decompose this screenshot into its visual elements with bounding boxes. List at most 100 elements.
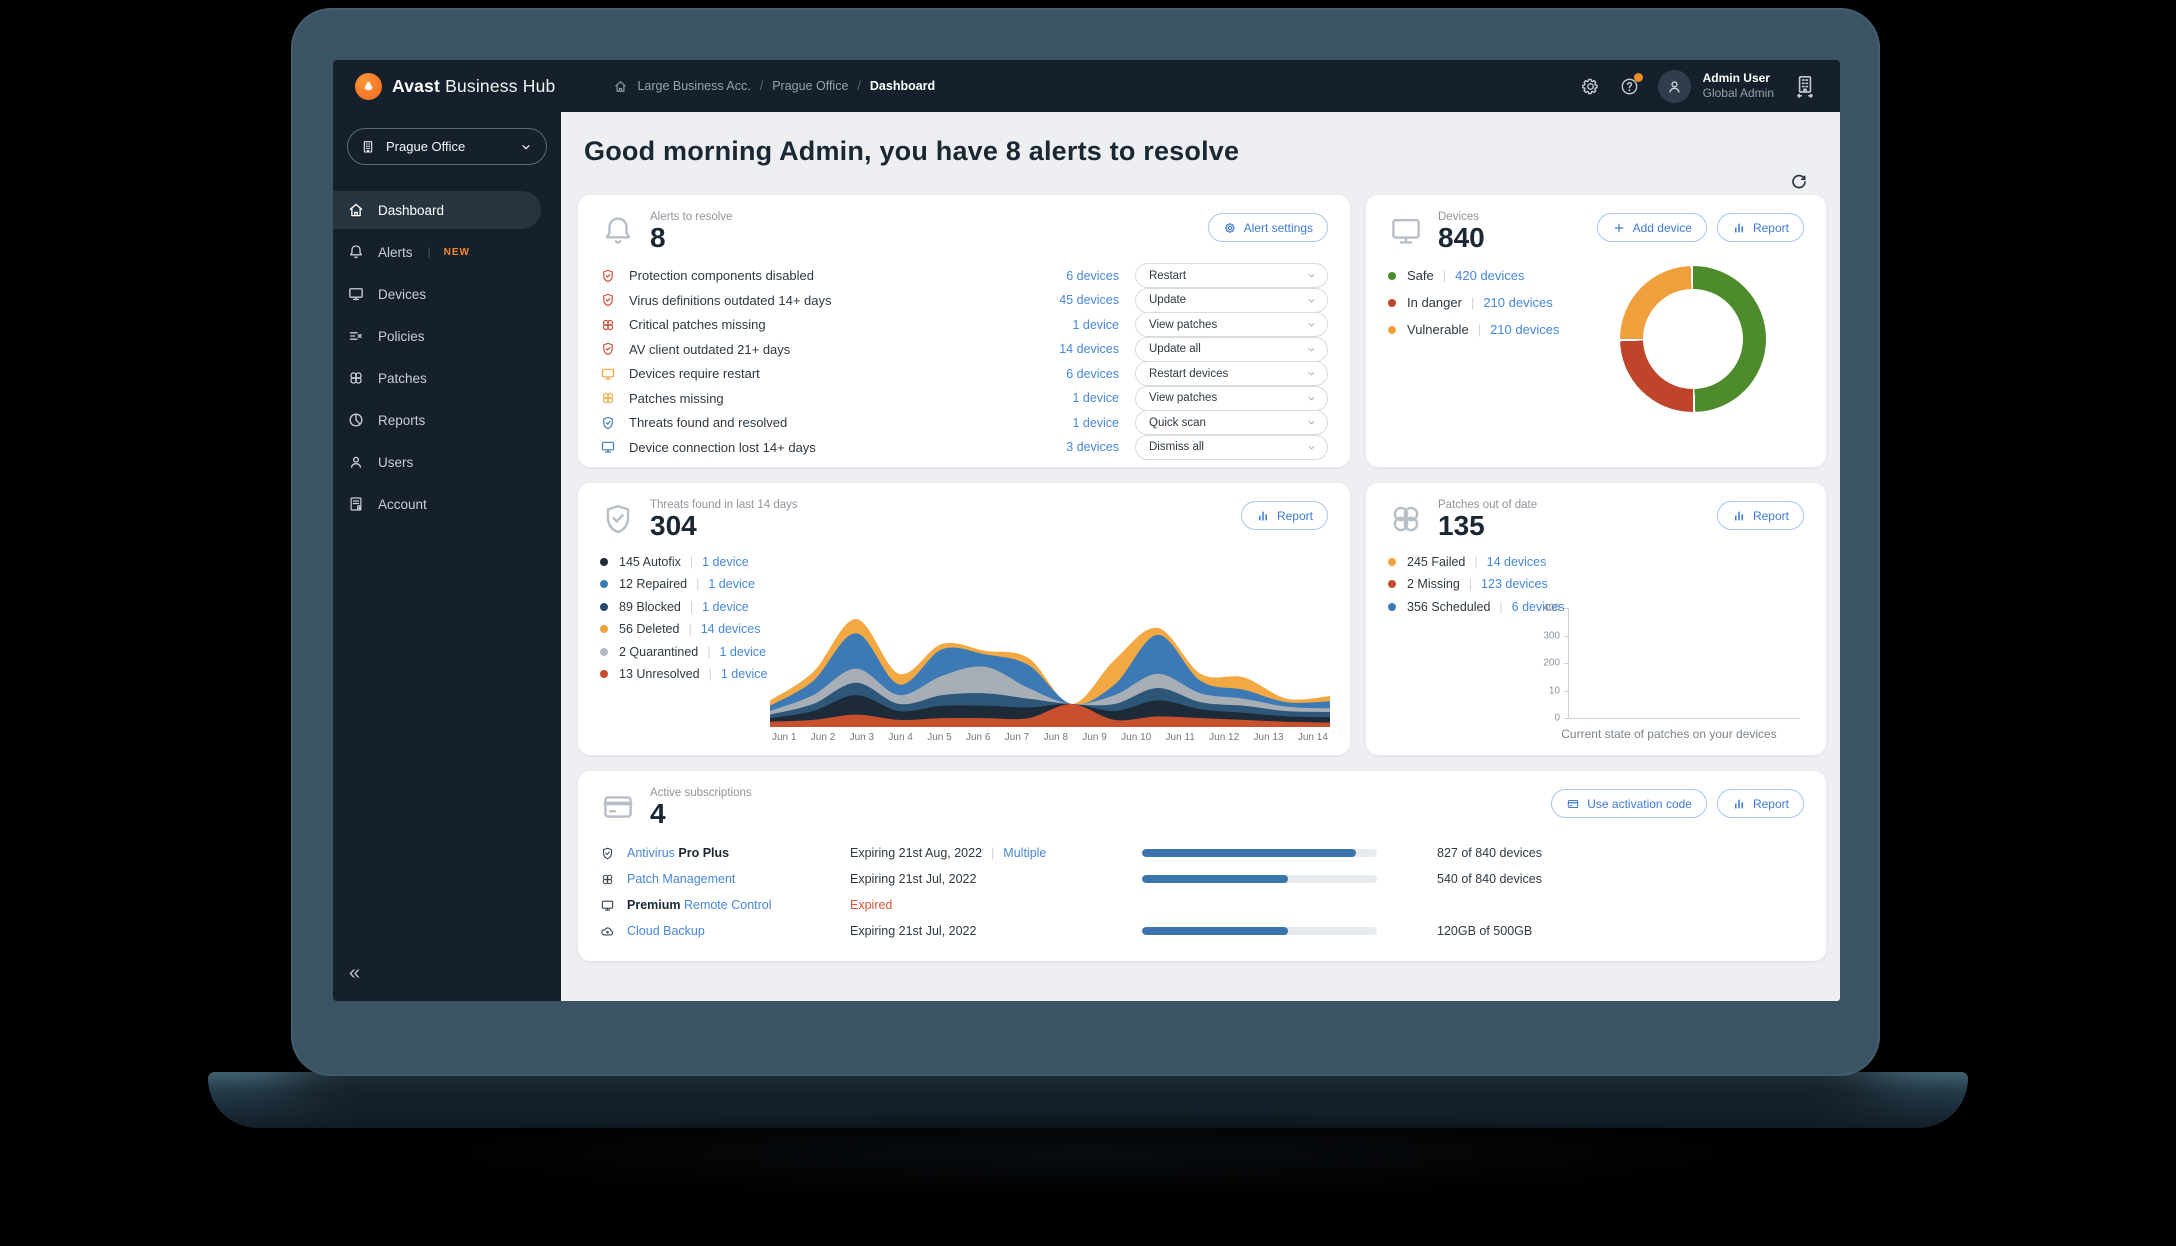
sidebar-item-account[interactable]: Account — [333, 485, 541, 523]
threats-report-button[interactable]: Report — [1240, 501, 1328, 530]
legend-devices-link[interactable]: 14 devices — [1486, 554, 1547, 569]
divider: | — [688, 622, 692, 637]
refresh-icon[interactable] — [1789, 172, 1809, 192]
action-dropdown-value: Quick scan — [1149, 416, 1206, 429]
avatar[interactable] — [1657, 69, 1691, 103]
help-icon[interactable] — [1619, 72, 1643, 97]
action-dropdown[interactable]: View patches — [1135, 312, 1328, 338]
affected-devices-link[interactable]: 45 devices — [1059, 293, 1119, 308]
legend-dot — [600, 670, 608, 679]
affected-devices-link[interactable]: 6 devices — [1066, 268, 1119, 283]
legend-devices-link[interactable]: 1 device — [719, 644, 767, 659]
sidebar-item-dashboard[interactable]: Dashboard — [333, 191, 541, 229]
subscriptions-report-button[interactable]: Report — [1716, 789, 1804, 818]
expiry-text: Expired — [850, 898, 893, 913]
action-dropdown[interactable]: Update all — [1135, 336, 1328, 362]
add-device-button[interactable]: Add device — [1596, 213, 1707, 242]
shield-check-icon — [600, 341, 616, 357]
affected-devices-link[interactable]: 3 devices — [1066, 440, 1119, 455]
monitor-icon — [600, 898, 615, 913]
axis-tick — [1564, 718, 1569, 719]
affected-devices-link[interactable]: 1 device — [1072, 415, 1119, 430]
action-dropdown[interactable]: Restart devices — [1135, 361, 1328, 387]
card-label: Active subscriptions — [650, 787, 752, 799]
legend-devices-link[interactable]: 1 device — [702, 554, 749, 569]
legend-devices-link[interactable]: 1 device — [720, 667, 768, 682]
devices-card: Devices 840 Add device Report — [1366, 195, 1826, 467]
subscription-name-link[interactable]: Antivirus Pro Plus — [600, 846, 850, 861]
legend-item: 2 Missing | 123 devices — [1388, 573, 1804, 596]
card-label: Devices — [1438, 211, 1479, 223]
legend-item: Safe | 420 devices — [1388, 262, 1559, 289]
devices-report-button[interactable]: Report — [1716, 213, 1804, 242]
patch-icon — [600, 872, 615, 887]
subscription-name-link[interactable]: Patch Management — [600, 872, 850, 887]
patches-report-button[interactable]: Report — [1716, 501, 1804, 530]
progress-cell — [1142, 875, 1437, 884]
alert-title: Devices require restart — [629, 366, 760, 382]
legend-devices-link[interactable]: 1 device — [708, 577, 755, 592]
affected-devices-link[interactable]: 6 devices — [1066, 366, 1119, 381]
subscription-name-link[interactable]: Cloud Backup — [600, 924, 850, 939]
legend-devices-link[interactable]: 420 devices — [1455, 268, 1525, 284]
legend-label: 2 Missing — [1407, 577, 1460, 592]
action-dropdown[interactable]: Dismiss all — [1135, 434, 1328, 460]
usage-progress-fill — [1142, 849, 1356, 858]
action-dropdown[interactable]: View patches — [1135, 385, 1328, 411]
legend-devices-link[interactable]: 14 devices — [700, 622, 761, 637]
usage-progress-bar — [1142, 927, 1377, 936]
alert-title: Critical patches missing — [629, 317, 766, 333]
sidebar-item-patches[interactable]: Patches — [333, 359, 541, 397]
patches-count: 135 — [1438, 510, 1485, 541]
affected-devices-link[interactable]: 1 device — [1072, 317, 1119, 332]
settings-gear-icon[interactable] — [1580, 76, 1601, 97]
breadcrumb-item[interactable]: Large Business Acc. — [637, 79, 751, 93]
monitor-icon — [347, 285, 365, 303]
alert-row: Threats found and resolved 1 device Quick … — [600, 410, 1328, 436]
legend-devices-link[interactable]: 210 devices — [1490, 322, 1560, 338]
sidebar-item-devices[interactable]: Devices — [333, 275, 541, 313]
legend-devices-link[interactable]: 210 devices — [1483, 295, 1553, 311]
y-axis-label: 0 — [1554, 712, 1560, 724]
company-switcher-icon[interactable] — [1792, 73, 1818, 99]
user-info[interactable]: Admin User Global Admin — [1703, 71, 1774, 101]
chevron-down-icon — [1306, 295, 1317, 306]
sidebar-item-reports[interactable]: Reports — [333, 401, 541, 439]
alert-title: AV client outdated 21+ days — [629, 341, 791, 357]
subscription-name-link[interactable]: Premium Remote Control — [600, 898, 850, 913]
divider: | — [1474, 554, 1478, 569]
main-content: Good morning Admin, you have 8 alerts to… — [561, 112, 1840, 1001]
legend-devices-link[interactable]: 6 devices — [1511, 599, 1565, 614]
breadcrumb-item[interactable]: Dashboard — [869, 79, 936, 93]
sidebar-item-label: Policies — [378, 328, 425, 344]
name-part: Patch Management — [627, 872, 736, 887]
sidebar-item-users[interactable]: Users — [333, 443, 541, 481]
name-part: Antivirus — [627, 846, 679, 861]
action-dropdown-value: Dismiss all — [1149, 441, 1204, 454]
legend-devices-link[interactable]: 123 devices — [1481, 577, 1548, 592]
y-axis-label: 200 — [1543, 657, 1560, 669]
alert-settings-button[interactable]: Alert settings — [1207, 213, 1328, 242]
brand-logo[interactable]: Avast Business Hub — [355, 72, 555, 100]
breadcrumb-separator: / — [857, 79, 861, 93]
affected-devices-link[interactable]: 1 device — [1072, 391, 1119, 406]
legend-devices-link[interactable]: 1 device — [702, 599, 749, 614]
alert-row: Protection components disabled 6 devices R… — [600, 263, 1328, 289]
sidebar-collapse-button[interactable]: « — [349, 962, 361, 984]
sidebar-item-alerts[interactable]: Alerts | NEW — [333, 233, 541, 271]
multiple-link[interactable]: Multiple — [1003, 846, 1047, 861]
action-dropdown[interactable]: Quick scan — [1135, 410, 1328, 436]
breadcrumb-item[interactable]: Prague Office — [772, 79, 849, 93]
subscription-name: Premium Remote Control — [627, 898, 772, 912]
affected-devices-link[interactable]: 14 devices — [1059, 342, 1119, 357]
chevron-down-icon — [1306, 368, 1317, 379]
sidebar-item-policies[interactable]: Policies — [333, 317, 541, 355]
use-activation-code-button[interactable]: Use activation code — [1551, 789, 1707, 818]
org-selector[interactable]: Prague Office — [347, 128, 547, 165]
action-dropdown[interactable]: Update — [1135, 287, 1328, 313]
devices-count: 840 — [1438, 222, 1485, 253]
bar-chart-icon — [1735, 510, 1743, 521]
plus-icon — [1614, 223, 1623, 232]
action-dropdown[interactable]: Restart — [1135, 263, 1328, 289]
legend-dot — [600, 625, 608, 634]
